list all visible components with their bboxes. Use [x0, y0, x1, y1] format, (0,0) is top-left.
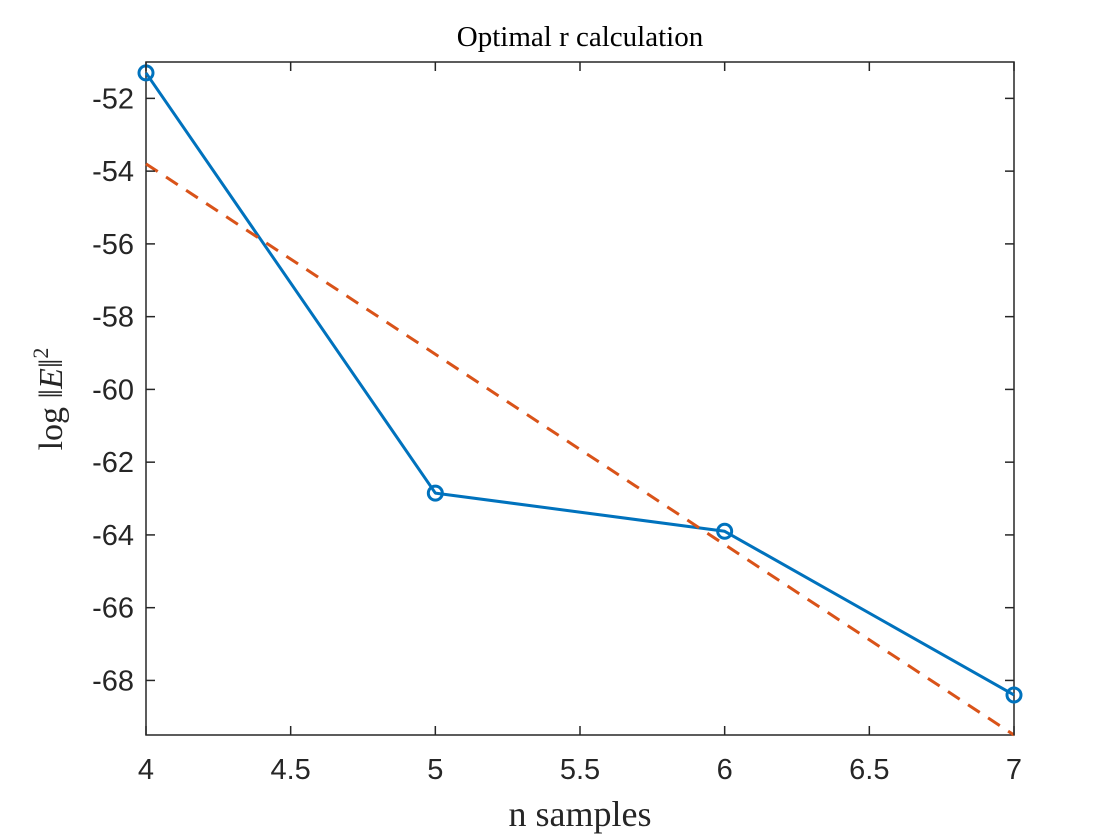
x-tick-label: 4.5	[271, 754, 311, 786]
data-line	[144, 72, 1015, 697]
x-tick-label: 6	[717, 754, 733, 786]
x-axis: 4 4.5 5 5.5 6 6.5 7	[138, 62, 1022, 786]
chart-title: Optimal r calculation	[457, 21, 704, 53]
y-axis-label: log ‖E‖2	[28, 348, 70, 451]
x-tick-label: 5.5	[560, 754, 600, 786]
y-tick-label: -66	[92, 593, 134, 625]
y-tick-label: -52	[92, 83, 134, 115]
x-tick-label: 6.5	[849, 754, 889, 786]
x-tick-label: 5	[427, 754, 443, 786]
x-tick-label: 4	[138, 754, 154, 786]
y-tick-label: -60	[92, 374, 134, 406]
data-point	[426, 484, 444, 502]
y-axis-label-sup: 2	[28, 348, 53, 359]
y-axis-label-suffix: ‖	[33, 359, 70, 369]
y-tick-label: -64	[92, 520, 134, 552]
y-tick-label: -62	[92, 447, 134, 479]
x-axis-label: n samples	[509, 794, 652, 834]
y-tick-label: -58	[92, 302, 134, 334]
data-point	[716, 522, 734, 540]
fit-line	[145, 162, 1015, 737]
data-point	[1005, 686, 1023, 704]
x-tick-label: 7	[1006, 754, 1022, 786]
y-axis: -52 -54 -56 -58 -60 -62 -64 -66 -68	[92, 83, 1014, 697]
plot-area	[137, 61, 1023, 737]
series-layer	[137, 64, 1023, 737]
y-tick-label: -54	[92, 156, 134, 188]
y-axis-label-prefix: log ‖	[33, 389, 70, 451]
y-tick-label: -56	[92, 229, 134, 261]
y-axis-label-var: E	[33, 368, 70, 390]
y-tick-label: -68	[92, 665, 134, 697]
axes-box	[145, 61, 1015, 736]
